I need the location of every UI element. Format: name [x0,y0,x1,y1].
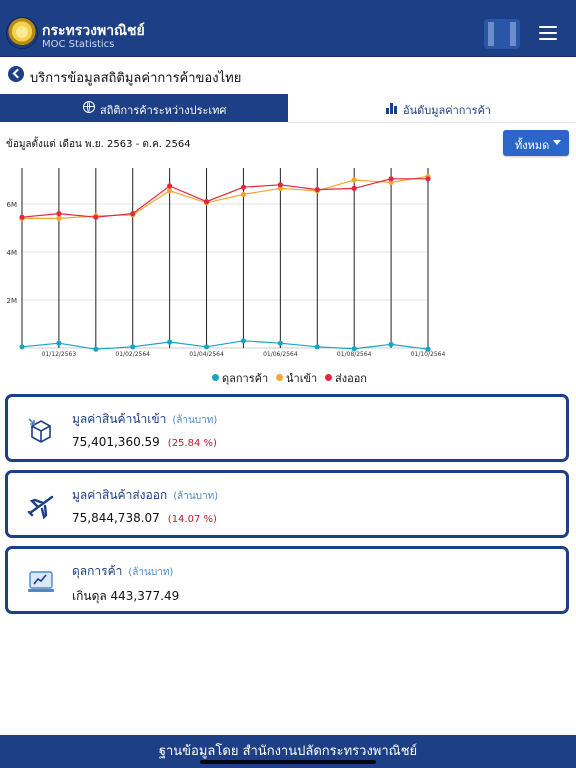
x-tick-label: 01/08/2564 [337,351,372,358]
legend-label: ดุลการค้า [222,372,269,385]
data-point [314,187,320,193]
series-line [21,178,428,218]
page-title: บริการข้อมูลสถิติมูลค่าการค้าของไทย [30,71,242,86]
legend-label: ส่งออก [335,372,367,385]
series-line [22,175,429,220]
caret-down-icon [553,140,561,145]
data-point [240,338,247,344]
card-value: 75,401,360.59 (25.84 %) [72,435,217,449]
data-point [351,185,357,191]
card-title: ดุลการค้า (ล้านบาท) [72,564,174,578]
data-point [56,340,62,346]
data-point [93,346,99,352]
emblem-icon [484,19,520,49]
card-unit: (ล้านบาท) [173,491,219,502]
filter-dropdown[interactable]: ทั้งหมด [503,130,569,156]
data-point [277,182,283,188]
data-point [277,340,283,346]
x-tick-label: 01/04/2564 [189,351,224,358]
card-unit: (ล้านบาท) [172,415,218,426]
filter-selected: ทั้งหมด [515,139,550,152]
legend-label: นำเข้า [286,372,318,385]
data-point [167,183,173,189]
data-point [314,344,320,350]
x-tick-label: 01/02/2564 [115,351,150,358]
data-point [277,185,283,191]
data-point [425,176,431,182]
data-point [19,214,25,220]
card-title: มูลค่าสินค้าส่งออก (ล้านบาท) [72,488,219,502]
data-point [240,184,247,190]
x-tick-label: 01/10/2564 [411,351,446,358]
export-value-card[interactable]: มูลค่าสินค้าส่งออก (ล้านบาท) 75,844,738.0… [6,471,568,537]
tab-label: อันดับมูลค่าการค้า [403,104,492,117]
data-point [56,215,62,221]
card-percent: (14.07 %) [167,514,217,525]
data-point [130,211,136,217]
card-percent: (25.84 %) [167,438,217,449]
tab-bar: สถิติการค้าระหว่างประเทศ อันดับมูลค่าการ… [0,94,576,123]
tab-label: สถิติการค้าระหว่างประเทศ [100,104,227,117]
data-point [130,344,136,350]
data-point [56,211,62,217]
import-value-card[interactable]: มูลค่าสินค้านำเข้า (ล้านบาท) 75,401,360.5… [6,395,568,461]
x-tick-label: 01/06/2564 [263,351,298,358]
y-tick-label: 4M [7,249,18,257]
x-tick-label: 01/12/2563 [42,351,77,358]
legend-item[interactable]: นำเข้า [276,369,317,387]
tab-trade-ranking[interactable]: อันดับมูลค่าการค้า [288,94,576,123]
period-text: ข้อมูลตั้งแต่ เดือน พ.ย. 2563 - ต.ค. 256… [6,139,191,150]
data-point [388,179,394,185]
trade-balance-card[interactable]: ดุลการค้า (ล้านบาท) เกินดุล 443,377.49 [6,547,568,613]
trade-line-chart: 2M 4M 6M 01/12/2563 01/02/2564 01/04/2564 01/0… [7,168,446,358]
legend-dot-icon [212,374,219,381]
data-point [388,176,394,182]
back-icon[interactable] [8,66,24,82]
balance-chart-icon [28,571,54,592]
bar-chart-icon [386,103,397,114]
data-point [240,191,247,197]
data-point [167,188,173,194]
data-point [351,177,357,183]
card-value: เกินดุล 443,377.49 [72,589,180,603]
card-title: มูลค่าสินค้านำเข้า (ล้านบาท) [72,412,218,426]
legend-dot-icon [276,374,283,381]
app-header: กระทรวงพาณิชย์ MOC Statistics [0,0,576,57]
card-value: 75,844,738.07 (14.07 %) [72,511,217,525]
hamburger-menu-icon[interactable] [539,26,557,40]
tab-international-trade[interactable]: สถิติการค้าระหว่างประเทศ [0,94,288,122]
y-tick-label: 2M [7,297,18,305]
airplane-icon [27,495,54,520]
data-point [351,346,357,352]
data-point [93,214,99,220]
data-point [167,339,173,345]
ministry-logo [6,17,38,49]
y-tick-label: 6M [7,201,18,209]
data-point [203,199,210,205]
legend-dot-icon [325,374,332,381]
footer-text: ฐานข้อมูลโดย สำนักงานปลัดกระทรวงพาณิชย์ [158,744,418,759]
data-point [425,346,431,352]
legend-item[interactable]: ดุลการค้า [212,369,268,387]
data-point [388,341,394,347]
app-subtitle: MOC Statistics [42,39,115,50]
card-unit: (ล้านบาท) [128,567,174,578]
data-point [19,344,25,350]
series-line [21,340,429,350]
import-box-icon [28,418,51,443]
home-indicator [200,760,376,764]
app-title: กระทรวงพาณิชย์ [42,23,145,39]
globe-icon [83,101,95,113]
legend-item[interactable]: ส่งออก [325,369,367,387]
data-point [203,344,210,350]
